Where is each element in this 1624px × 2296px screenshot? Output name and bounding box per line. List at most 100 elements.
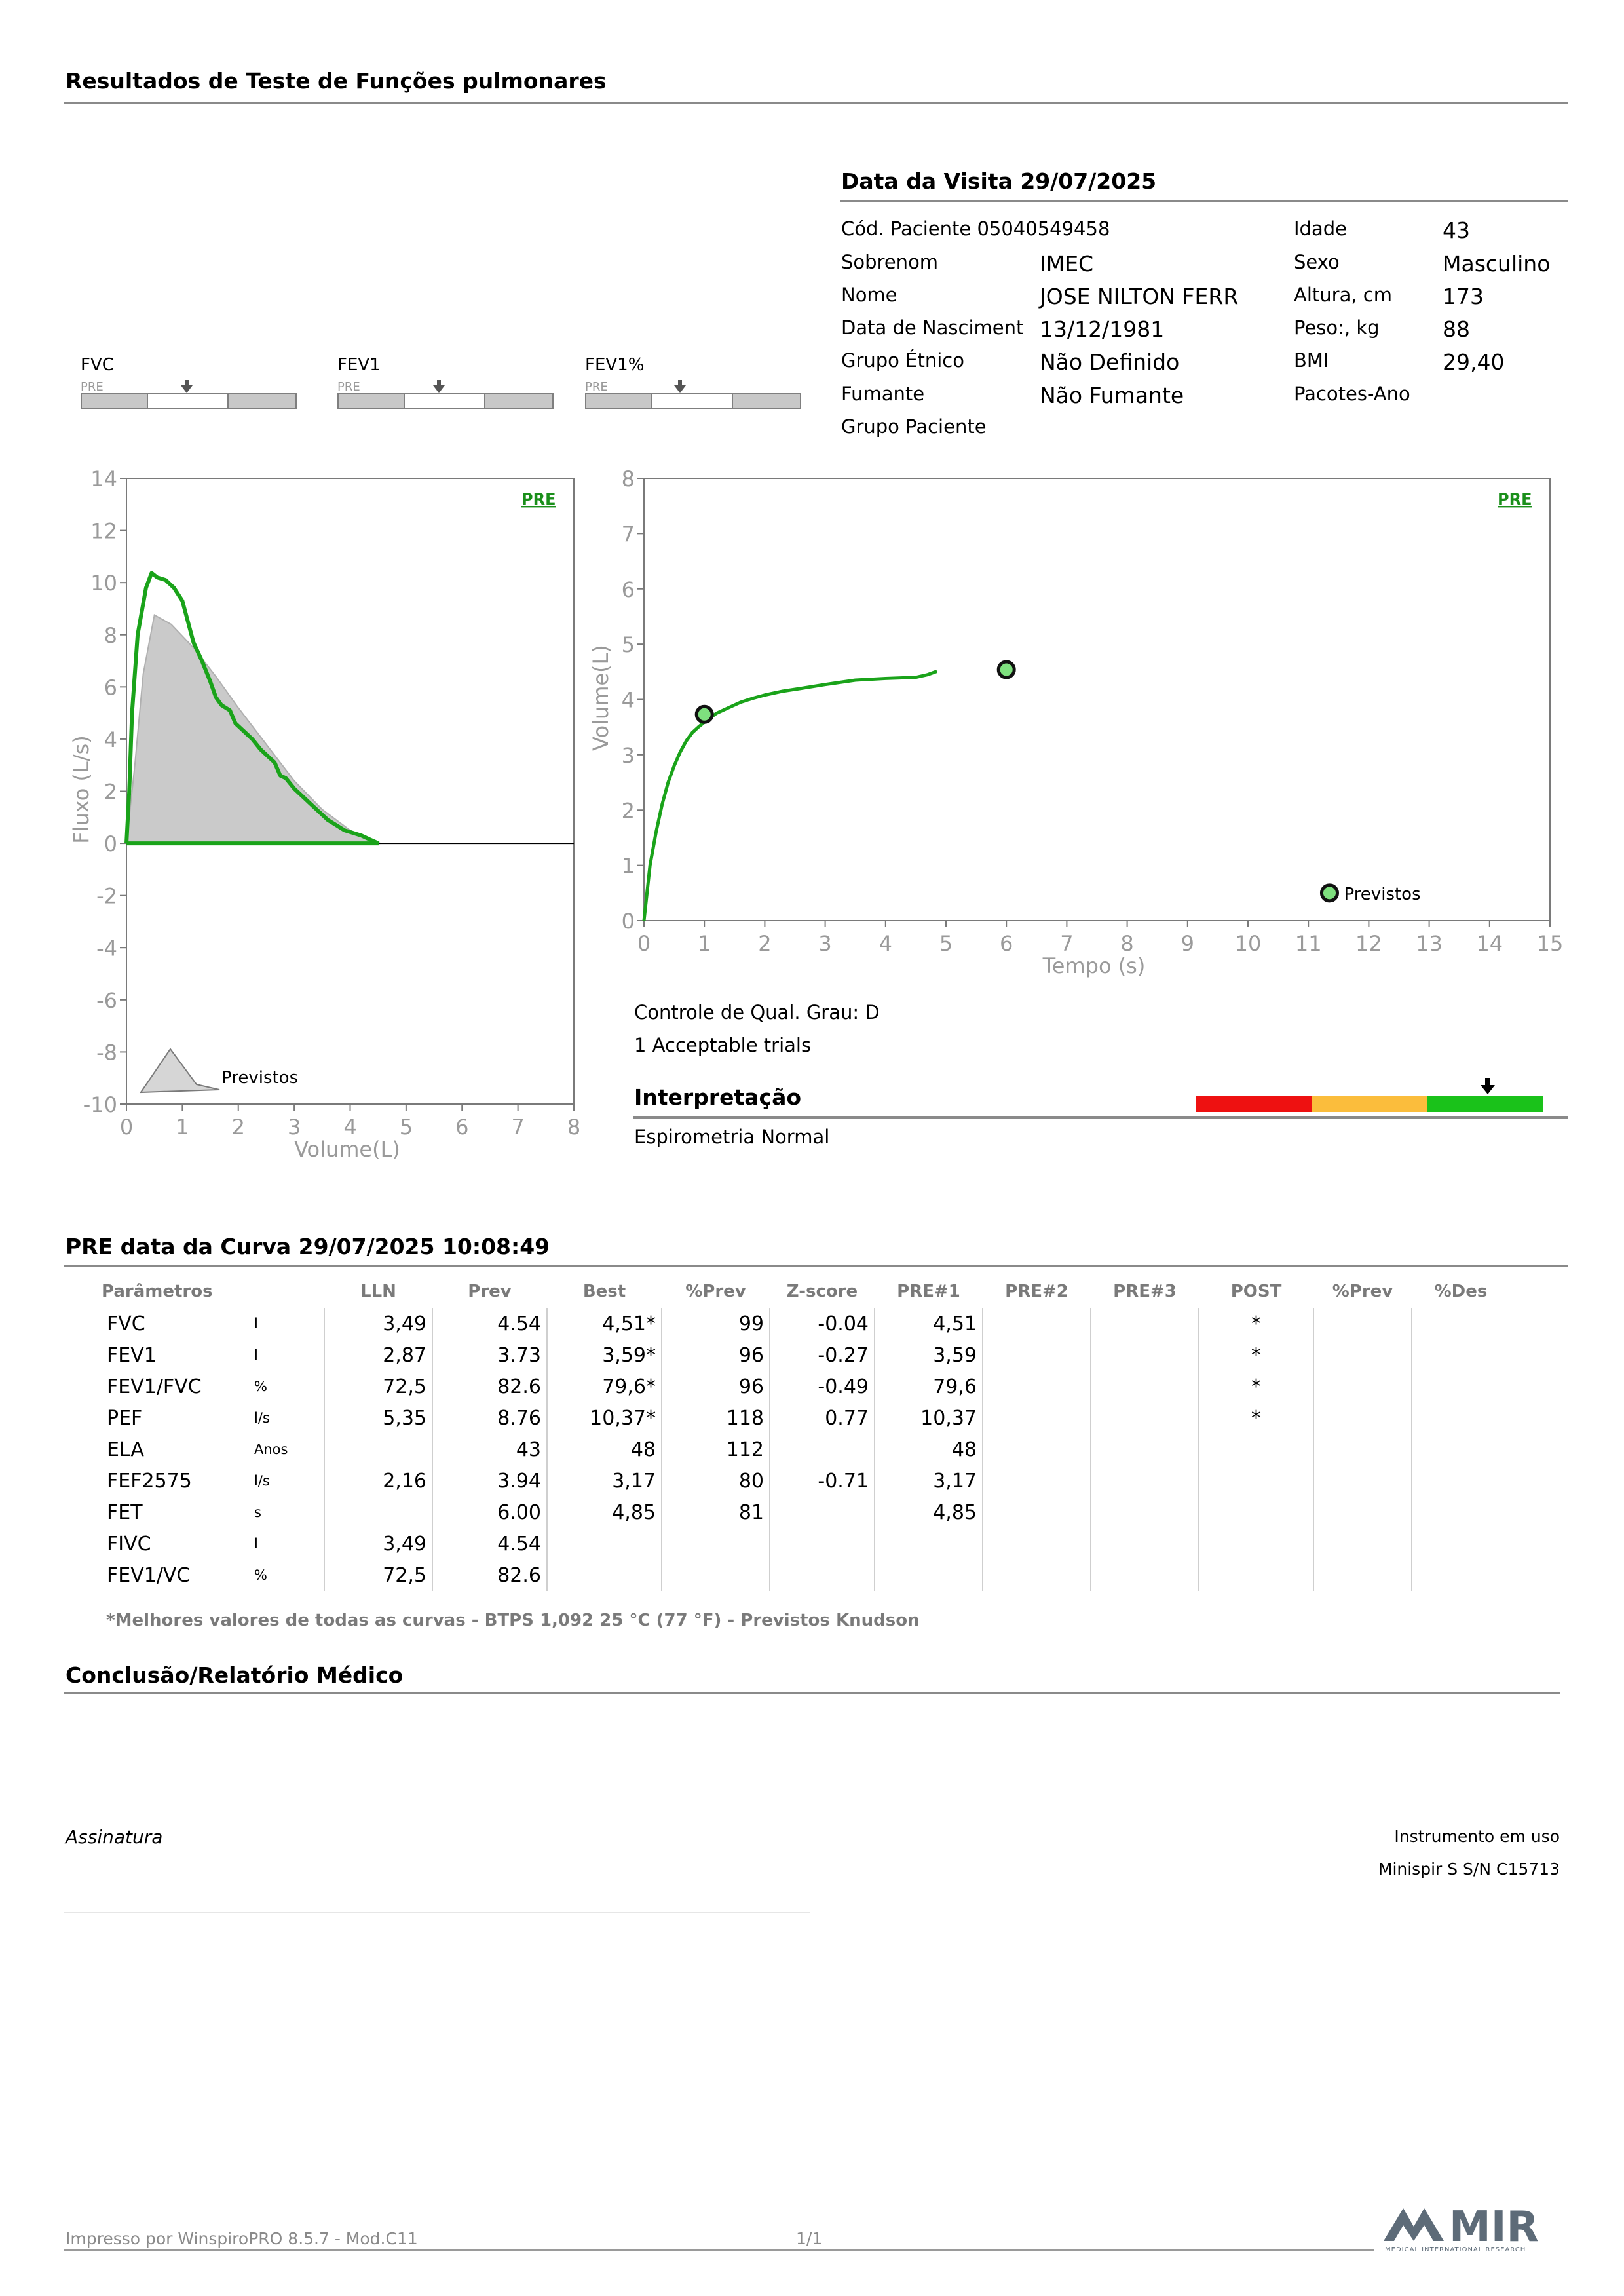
indicator-marker-icon — [433, 385, 445, 393]
table-cell — [982, 1339, 1091, 1371]
table-cell: 72,5 — [324, 1371, 432, 1402]
table-cell: * — [1198, 1402, 1313, 1434]
table-cell — [661, 1528, 770, 1559]
table-cell: 99 — [661, 1308, 770, 1339]
table-cell — [1090, 1339, 1199, 1371]
table-cell — [874, 1528, 983, 1559]
table-cell — [1198, 1434, 1313, 1465]
ethnic-label: Grupo Étnico — [841, 349, 964, 372]
table-cell: FVC — [107, 1312, 145, 1335]
measured-flow-curve — [124, 571, 380, 845]
table-cell: 79,6* — [546, 1371, 662, 1402]
x-tick-label: 10 — [1235, 931, 1262, 956]
x-tick-label: 0 — [120, 1115, 133, 1139]
sex-value: Masculino — [1443, 251, 1551, 277]
table-cell — [1313, 1528, 1412, 1559]
table-cell: FEV1/VC — [107, 1563, 191, 1587]
x-tick-label: 3 — [288, 1115, 301, 1139]
footer-divider — [64, 2249, 1374, 2251]
y-tick-label: 1 — [622, 854, 635, 879]
table-row: FEF2575 l/s 2,16 3.94 3,17 80 -0.71 3,17 — [102, 1465, 1510, 1497]
table-cell — [324, 1434, 432, 1465]
table-cell — [982, 1402, 1091, 1434]
table-row: PEF l/s 5,35 8.76 10,37* 118 0.77 10,37 * — [102, 1402, 1510, 1434]
table-cell — [874, 1559, 983, 1591]
table-cell — [1313, 1434, 1412, 1465]
weight-value: 88 — [1443, 316, 1470, 342]
table-cell: FEV1 — [107, 1343, 157, 1367]
table-cell — [1198, 1465, 1313, 1497]
y-axis-label: Volume(L) — [588, 645, 613, 751]
y-tick-label: 0 — [622, 909, 635, 934]
table-cell — [1411, 1465, 1510, 1497]
x-tick-label: 14 — [1476, 931, 1503, 956]
table-cell: 3.73 — [432, 1339, 547, 1371]
indicator-normal-range — [404, 394, 486, 408]
x-tick-label: 4 — [343, 1115, 356, 1139]
quality-grade: Controle de Qual. Grau: D — [634, 1001, 880, 1024]
instrument-value: Minispir S S/N C15713 — [1378, 1860, 1560, 1879]
table-cell: 4.54 — [432, 1528, 547, 1559]
table-cell: 4,85 — [546, 1497, 662, 1528]
table-cell: FEF2575 — [107, 1469, 192, 1493]
table-cell: 3,17 — [546, 1465, 662, 1497]
table-cell — [1313, 1371, 1412, 1402]
table-cell: 6.00 — [432, 1497, 547, 1528]
x-tick-label: 0 — [637, 931, 651, 956]
table-cell: ELA — [107, 1438, 144, 1461]
interpretation-scale-segment — [1312, 1096, 1428, 1112]
table-cell: 3,59 — [874, 1339, 983, 1371]
y-tick-label: -2 — [96, 884, 117, 909]
indicator-label: FEV1 — [337, 355, 381, 375]
table-cell: 82.6 — [432, 1559, 547, 1591]
table-header-cell: PRE#1 — [897, 1282, 960, 1301]
predicted-point — [996, 660, 1016, 679]
height-value: 173 — [1443, 284, 1484, 309]
y-tick-label: 8 — [104, 623, 117, 648]
table-header-cell: Best — [582, 1282, 626, 1301]
table-cell: 3,49 — [324, 1528, 432, 1559]
table-cell: 96 — [661, 1371, 770, 1402]
mir-logo-text: MIR — [1449, 2203, 1539, 2251]
curve-title: PRE data da Curva 29/07/2025 10:08:49 — [66, 1234, 550, 1259]
table-header-cell: LLN — [360, 1282, 396, 1301]
table-header-cell: Z-score — [786, 1282, 858, 1301]
x-tick-label: 2 — [758, 931, 771, 956]
x-tick-label: 12 — [1355, 931, 1382, 956]
table-header-cell: PRE#3 — [1113, 1282, 1177, 1301]
x-tick-label: 7 — [1060, 931, 1073, 956]
table-cell — [1411, 1402, 1510, 1434]
x-tick-label: 1 — [698, 931, 711, 956]
table-cell: 96 — [661, 1339, 770, 1371]
x-axis-label: Volume(L) — [294, 1137, 400, 1162]
conclusion-title: Conclusão/Relatório Médico — [66, 1662, 404, 1688]
interpretation-divider — [633, 1116, 1568, 1119]
table-cell: FIVC — [107, 1532, 151, 1556]
x-tick-label: 1 — [176, 1115, 189, 1139]
table-cell: 2,16 — [324, 1465, 432, 1497]
table-row: FEV1/VC% 72,5 82.6 — [102, 1559, 1510, 1591]
table-header-cell: %Prev — [1332, 1282, 1393, 1301]
y-tick-label: -6 — [96, 988, 117, 1013]
mir-logo-mark: MIR MEDICAL INTERNATIONAL RESEARCH — [1384, 2203, 1539, 2253]
height-label: Altura, cm — [1294, 284, 1392, 306]
y-tick-label: 5 — [622, 632, 635, 657]
table-cell — [1090, 1308, 1199, 1339]
y-tick-label: 8 — [622, 467, 635, 491]
indicator-bar — [585, 393, 801, 409]
table-cell — [1411, 1339, 1510, 1371]
table-cell — [661, 1559, 770, 1591]
table-row: FEV1 l 2,87 3.73 3,59* 96 -0.27 3,59 * — [102, 1339, 1510, 1371]
interpretation-text: Espirometria Normal — [634, 1126, 830, 1148]
table-header-cell: POST — [1230, 1282, 1282, 1301]
table-cell: 3,17 — [874, 1465, 983, 1497]
table-cell — [1411, 1559, 1510, 1591]
bmi-label: BMI — [1294, 349, 1329, 372]
table-cell: 48 — [874, 1434, 983, 1465]
table-header-cell: PRE#2 — [1005, 1282, 1068, 1301]
table-cell — [769, 1497, 875, 1528]
table-cell — [982, 1308, 1091, 1339]
table-cell — [324, 1497, 432, 1528]
pre-tag: PRE — [521, 490, 556, 508]
